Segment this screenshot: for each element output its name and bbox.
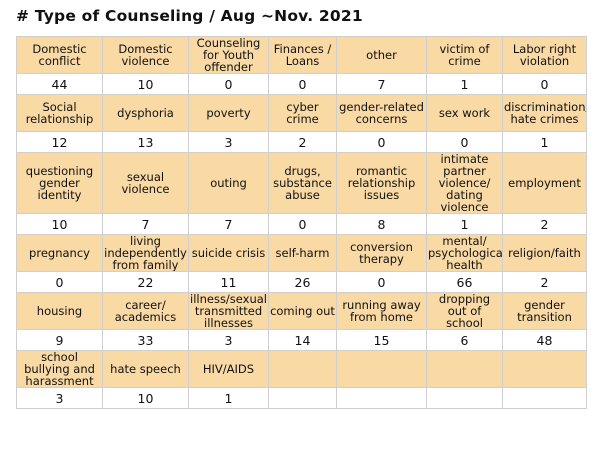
category-row: questioning gender identity sexual viole… <box>16 152 587 214</box>
category-label <box>426 350 503 388</box>
category-label: intimate partner violence/ dating violen… <box>426 152 503 214</box>
category-label: running away from home <box>336 292 427 330</box>
category-label: mental/ psychological health <box>426 234 503 272</box>
count-value: 22 <box>102 271 189 293</box>
category-label: conversion therapy <box>336 234 427 272</box>
count-value: 15 <box>336 329 427 351</box>
category-label: drugs, substance abuse <box>268 152 337 214</box>
count-value: 2 <box>502 213 587 235</box>
count-value: 10 <box>16 213 103 235</box>
count-value: 0 <box>336 271 427 293</box>
category-label <box>336 350 427 388</box>
count-value: 12 <box>16 131 103 153</box>
category-label: Domestic violence <box>102 36 189 74</box>
category-label: dropping out of school <box>426 292 503 330</box>
category-label: Social relationship <box>16 94 103 132</box>
category-label: questioning gender identity <box>16 152 103 214</box>
count-value: 26 <box>268 271 337 293</box>
category-label: sexual violence <box>102 152 189 214</box>
category-label: outing <box>188 152 269 214</box>
count-value: 2 <box>268 131 337 153</box>
count-value: 7 <box>188 213 269 235</box>
category-label: poverty <box>188 94 269 132</box>
count-value <box>502 387 587 409</box>
category-label: housing <box>16 292 103 330</box>
category-label <box>268 350 337 388</box>
category-label: Finances / Loans <box>268 36 337 74</box>
count-value: 1 <box>426 213 503 235</box>
category-label: Counseling for Youth offender <box>188 36 269 74</box>
category-label <box>502 350 587 388</box>
category-label: hate speech <box>102 350 189 388</box>
count-value: 0 <box>268 73 337 95</box>
count-value: 44 <box>16 73 103 95</box>
count-value: 3 <box>16 387 103 409</box>
count-value: 1 <box>426 73 503 95</box>
count-value <box>336 387 427 409</box>
count-value: 10 <box>102 387 189 409</box>
count-value: 0 <box>426 131 503 153</box>
count-value: 14 <box>268 329 337 351</box>
count-value: 0 <box>16 271 103 293</box>
count-value: 33 <box>102 329 189 351</box>
category-label: illness/sexually transmitted illnesses <box>188 292 269 330</box>
count-value: 48 <box>502 329 587 351</box>
count-value: 3 <box>188 329 269 351</box>
count-row: 10 7 7 0 8 1 2 <box>16 213 587 235</box>
category-label: other <box>336 36 427 74</box>
category-label: discrimination/ hate crimes <box>502 94 587 132</box>
count-value: 0 <box>188 73 269 95</box>
category-label: Labor right violation <box>502 36 587 74</box>
count-row: 0 22 11 26 0 66 2 <box>16 271 587 293</box>
count-value: 10 <box>102 73 189 95</box>
count-value: 66 <box>426 271 503 293</box>
count-value: 11 <box>188 271 269 293</box>
count-value: 9 <box>16 329 103 351</box>
count-row: 3 10 1 <box>16 387 587 409</box>
category-label: Domestic conflict <box>16 36 103 74</box>
count-value: 8 <box>336 213 427 235</box>
counseling-table: Domestic conflict Domestic violence Coun… <box>16 36 587 409</box>
category-row: Social relationship dysphoria poverty cy… <box>16 94 587 132</box>
category-label: suicide crisis <box>188 234 269 272</box>
category-label: gender-related concerns <box>336 94 427 132</box>
count-value <box>268 387 337 409</box>
count-row: 44 10 0 0 7 1 0 <box>16 73 587 95</box>
count-value: 1 <box>188 387 269 409</box>
count-value: 13 <box>102 131 189 153</box>
category-label: dysphoria <box>102 94 189 132</box>
count-row: 12 13 3 2 0 0 1 <box>16 131 587 153</box>
category-label: victim of crime <box>426 36 503 74</box>
category-row: school bullying and harassment hate spee… <box>16 350 587 388</box>
category-label: self-harm <box>268 234 337 272</box>
count-value: 2 <box>502 271 587 293</box>
category-row: housing career/ academics illness/sexual… <box>16 292 587 330</box>
category-label: romantic relationship issues <box>336 152 427 214</box>
count-value: 7 <box>102 213 189 235</box>
count-value: 1 <box>502 131 587 153</box>
category-label: HIV/AIDS <box>188 350 269 388</box>
count-value: 0 <box>502 73 587 95</box>
category-row: Domestic conflict Domestic violence Coun… <box>16 36 587 74</box>
category-label: pregnancy <box>16 234 103 272</box>
count-value: 7 <box>336 73 427 95</box>
count-row: 9 33 3 14 15 6 48 <box>16 329 587 351</box>
count-value: 3 <box>188 131 269 153</box>
category-label: sex work <box>426 94 503 132</box>
category-label: religion/faith <box>502 234 587 272</box>
category-label: gender transition <box>502 292 587 330</box>
category-label: living independently from family <box>102 234 189 272</box>
category-label: coming out <box>268 292 337 330</box>
count-value: 0 <box>268 213 337 235</box>
category-label: cyber crime <box>268 94 337 132</box>
category-label: career/ academics <box>102 292 189 330</box>
category-row: pregnancy living independently from fami… <box>16 234 587 272</box>
count-value: 6 <box>426 329 503 351</box>
page-title: # Type of Counseling / Aug ~Nov. 2021 <box>16 7 363 25</box>
category-label: school bullying and harassment <box>16 350 103 388</box>
category-label: employment <box>502 152 587 214</box>
count-value <box>426 387 503 409</box>
count-value: 0 <box>336 131 427 153</box>
